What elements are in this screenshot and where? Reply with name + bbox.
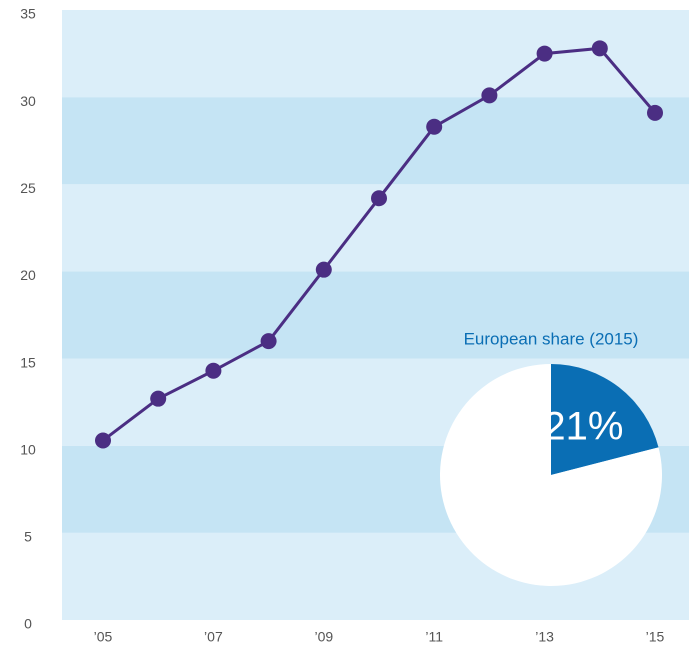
pie-slice xyxy=(440,364,662,586)
band xyxy=(62,271,689,359)
point xyxy=(591,40,608,57)
point xyxy=(315,261,332,278)
point xyxy=(426,118,443,135)
y-tick-label: 15 xyxy=(20,354,36,370)
y-tick-label: 5 xyxy=(24,529,32,545)
y-tick-label: 25 xyxy=(20,180,36,196)
point xyxy=(536,45,553,62)
pie-slice xyxy=(551,364,659,475)
x-tick-label: ’05 xyxy=(94,629,113,645)
pie-title: European share (2015) xyxy=(464,329,639,348)
x-tick-label: ’11 xyxy=(425,629,443,645)
band xyxy=(62,97,689,185)
y-tick-label: 10 xyxy=(20,441,36,457)
y-tick-label: 35 xyxy=(20,6,36,22)
point xyxy=(205,362,222,379)
point xyxy=(95,432,111,449)
y-tick-label: 30 xyxy=(20,93,36,109)
pie-label: 21% xyxy=(543,404,623,448)
x-tick-label: ’07 xyxy=(204,629,223,645)
point xyxy=(260,333,277,350)
x-tick-label: ’15 xyxy=(646,629,665,645)
point xyxy=(150,390,167,407)
x-tick-label: ’09 xyxy=(314,629,333,645)
point xyxy=(371,190,387,207)
x-tick-label: ’13 xyxy=(535,629,554,645)
y-tick-label: 0 xyxy=(24,616,32,632)
point xyxy=(481,87,498,104)
point xyxy=(647,104,663,121)
y-tick-label: 20 xyxy=(20,267,36,283)
band xyxy=(62,10,689,98)
